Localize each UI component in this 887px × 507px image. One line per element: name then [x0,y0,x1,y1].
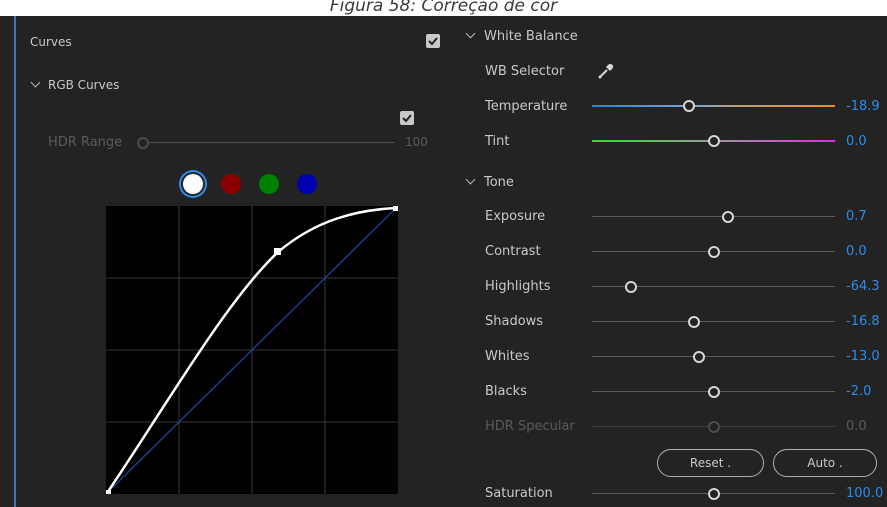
wb-selector-label: WB Selector [485,64,565,79]
highlights-label: Highlights [485,279,551,294]
exposure-value[interactable]: 0.7 [846,209,867,224]
saturation-slider-knob[interactable] [707,488,720,500]
contrast-value[interactable]: 0.0 [846,244,867,259]
contrast-label: Contrast [485,244,541,259]
rgb-tone-curve[interactable] [106,206,397,494]
curve-grid [106,206,398,494]
tint-value[interactable]: 0.0 [846,134,867,149]
checkmark-icon [428,37,438,46]
whites-label: Whites [485,349,530,364]
whites-slider-track[interactable] [592,356,835,357]
curve-baseline [106,207,397,494]
shadows-label: Shadows [485,314,544,329]
hdr-specular-value[interactable]: 0.0 [846,419,867,434]
highlights-slider-track[interactable] [592,286,835,287]
highlights-value[interactable]: -64.3 [846,279,880,294]
curve-endpoint-top[interactable] [393,206,398,211]
figure-caption: Figura 58: Correção de cor [0,0,887,16]
rgb-curve-graph[interactable] [106,206,398,494]
tone-title: Tone [484,175,514,190]
temperature-value[interactable]: -18.9 [846,99,880,114]
hdr-range-slider-track[interactable] [143,142,395,143]
auto-button[interactable]: Auto . [773,449,877,477]
temperature-label: Temperature [485,99,568,114]
channel-green-button[interactable] [259,174,279,194]
shadows-slider-knob[interactable] [688,316,701,328]
hdr-range-checkbox[interactable] [400,111,414,125]
curve-endpoint-bottom[interactable] [106,490,111,494]
temperature-slider-track[interactable] [592,105,835,107]
exposure-slider-track[interactable] [592,216,835,217]
tint-label: Tint [485,134,510,149]
temperature-slider-knob[interactable] [683,100,696,112]
blacks-label: Blacks [485,384,527,399]
checkmark-icon [402,114,412,123]
blacks-value[interactable]: -2.0 [846,384,872,399]
contrast-slider-knob[interactable] [707,246,720,258]
curve-control-point[interactable] [274,248,281,255]
exposure-label: Exposure [485,209,546,224]
saturation-value[interactable]: 100.0 [846,486,884,501]
tint-slider-knob[interactable] [707,135,720,147]
channel-blue-button[interactable] [297,174,317,194]
eyedropper-icon[interactable] [597,62,615,80]
hdr-specular-label: HDR Specular [485,419,575,434]
exposure-slider-knob[interactable] [722,211,735,223]
channel-red-button[interactable] [221,174,241,194]
hdr-specular-slider-knob[interactable] [707,421,720,433]
hdr-range-slider-knob[interactable] [137,137,149,149]
hdr-range-label: HDR Range [48,135,123,150]
whites-slider-knob[interactable] [692,351,705,363]
reset-button[interactable]: Reset . [657,449,764,477]
whites-value[interactable]: -13.0 [846,349,880,364]
shadows-value[interactable]: -16.8 [846,314,880,329]
curves-enable-checkbox[interactable] [426,34,440,48]
hdr-range-value: 100 [405,135,428,149]
highlights-slider-knob[interactable] [624,281,637,293]
shadows-slider-track[interactable] [592,321,835,322]
panel-edge [14,16,16,507]
rgb-curves-label: RGB Curves [48,78,120,92]
white-balance-title: White Balance [484,29,578,44]
saturation-label: Saturation [485,486,553,501]
curves-section-title: Curves [30,35,72,49]
channel-white-button[interactable] [183,174,203,194]
blacks-slider-knob[interactable] [707,386,720,398]
